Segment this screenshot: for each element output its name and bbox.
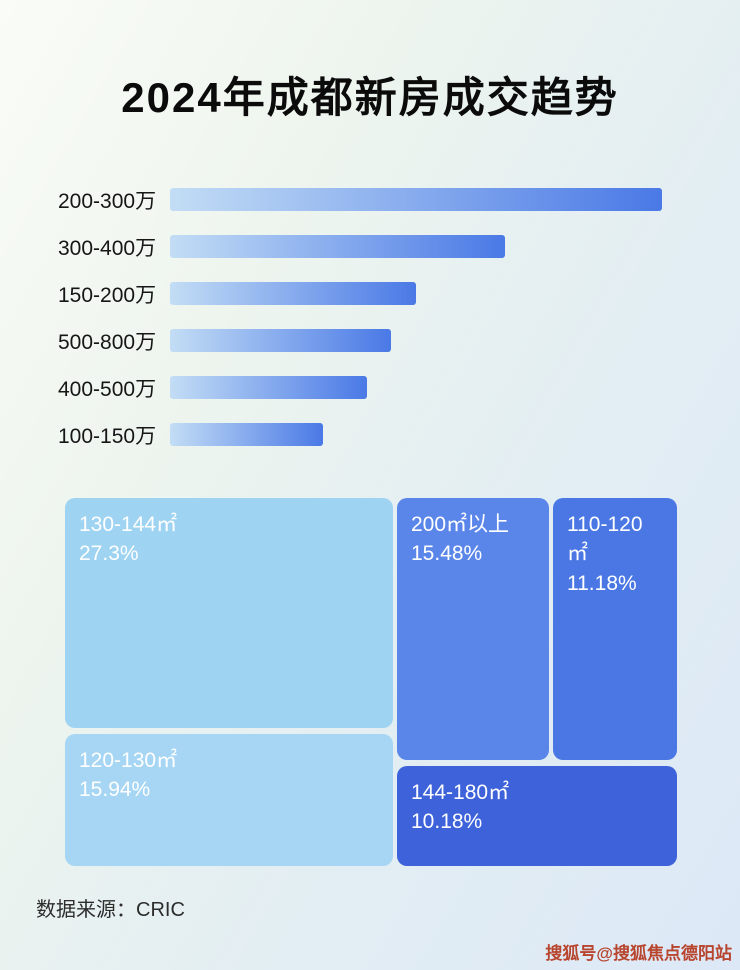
bar [170, 423, 323, 446]
treemap-block-label: 110-120㎡ [567, 513, 643, 566]
treemap-block-value: 15.48% [411, 542, 483, 566]
bar [170, 188, 662, 211]
bar [170, 235, 505, 258]
page-title: 2024年成都新房成交趋势 [121, 74, 619, 122]
bar-row: 400-500万 [58, 364, 662, 411]
bar-row: 300-400万 [58, 223, 662, 270]
bar-track [170, 329, 662, 352]
treemap-block-144-180: 144-180㎡ 10.18% [397, 766, 677, 866]
treemap-block-value: 15.94% [79, 778, 151, 802]
bar-label: 500-800万 [58, 330, 157, 354]
treemap-block-label: 130-144㎡ [79, 513, 178, 536]
treemap-block-label: 144-180㎡ [411, 781, 510, 804]
treemap-block-label: 120-130㎡ [79, 749, 178, 772]
bar-row: 500-800万 [58, 317, 662, 364]
bar [170, 376, 367, 399]
watermark: 搜狐号@搜狐焦点德阳站 [545, 944, 732, 963]
treemap-block-120-130: 120-130㎡ 15.94% [65, 734, 393, 866]
bar-row: 150-200万 [58, 270, 662, 317]
bar [170, 282, 416, 305]
treemap-block-110-120: 110-120㎡ 11.18% [553, 498, 677, 760]
bar-label: 150-200万 [58, 283, 157, 307]
treemap-block-value: 11.18% [567, 571, 637, 595]
bar-track [170, 282, 662, 305]
bar-chart: 200-300万 300-400万 150-200万 500-800万 400-500万… [58, 176, 662, 458]
bar-track [170, 376, 662, 399]
treemap-block-200-plus: 200㎡以上 15.48% [397, 498, 549, 760]
bar-row: 200-300万 [58, 176, 662, 223]
treemap-block-value: 10.18% [411, 810, 483, 834]
bar-track [170, 188, 662, 211]
bar-label: 100-150万 [58, 424, 157, 448]
treemap-block-130-144: 130-144㎡ 27.3% [65, 498, 393, 728]
bar-row: 100-150万 [58, 411, 662, 458]
data-source: 数据来源：CRIC [36, 899, 185, 921]
treemap-block-label: 200㎡以上 [411, 513, 510, 536]
treemap: 130-144㎡ 27.3% 200㎡以上 15.48% 110-120㎡ 11… [65, 498, 677, 866]
bar-track [170, 235, 662, 258]
bar-label: 300-400万 [58, 236, 157, 260]
bar-label: 400-500万 [58, 377, 157, 401]
treemap-block-value: 27.3% [79, 542, 139, 566]
bar-label: 200-300万 [58, 189, 157, 213]
bar-track [170, 423, 662, 446]
bar [170, 329, 392, 352]
